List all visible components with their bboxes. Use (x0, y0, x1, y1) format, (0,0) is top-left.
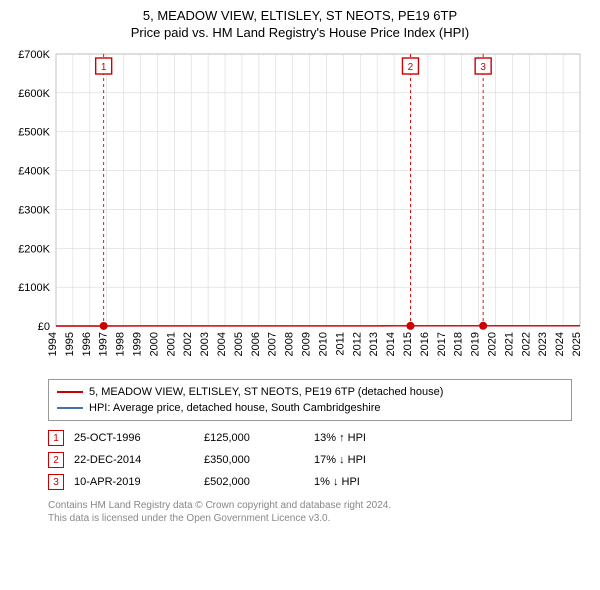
marker-badge: 3 (48, 474, 64, 490)
svg-text:2016: 2016 (419, 332, 431, 356)
svg-text:2006: 2006 (250, 332, 262, 356)
svg-text:£0: £0 (38, 321, 50, 333)
marker-badge: 1 (48, 430, 64, 446)
svg-text:3: 3 (480, 62, 486, 73)
legend-swatch (57, 407, 83, 409)
title-line-2: Price paid vs. HM Land Registry's House … (8, 25, 592, 40)
svg-text:2009: 2009 (301, 332, 313, 356)
svg-text:£700K: £700K (18, 49, 50, 61)
footer-line-1: Contains HM Land Registry data © Crown c… (48, 499, 572, 512)
svg-text:2021: 2021 (503, 332, 515, 356)
svg-text:2015: 2015 (402, 332, 414, 356)
svg-text:2013: 2013 (368, 332, 380, 356)
marker-row: 1 25-OCT-1996£125,00013% ↑ HPI (48, 427, 376, 449)
svg-text:1: 1 (101, 62, 107, 73)
svg-text:2007: 2007 (267, 332, 279, 356)
legend-swatch (57, 391, 83, 393)
svg-text:1999: 1999 (132, 332, 144, 356)
svg-text:2002: 2002 (182, 332, 194, 356)
legend-label: HPI: Average price, detached house, Sout… (89, 402, 380, 414)
svg-text:2022: 2022 (520, 332, 532, 356)
svg-text:2010: 2010 (317, 332, 329, 356)
svg-text:1994: 1994 (47, 332, 59, 356)
line-chart: £0 £100K £200K £300K £400K £500K £600K £700K 199… (8, 46, 592, 371)
svg-text:£300K: £300K (18, 204, 50, 216)
svg-text:£500K: £500K (18, 127, 50, 139)
marker-date: 25-OCT-1996 (74, 427, 204, 449)
legend-label: 5, MEADOW VIEW, ELTISLEY, ST NEOTS, PE19… (89, 386, 443, 398)
title-line-1: 5, MEADOW VIEW, ELTISLEY, ST NEOTS, PE19… (8, 8, 592, 23)
svg-text:2018: 2018 (453, 332, 465, 356)
event-markers-table: 1 25-OCT-1996£125,00013% ↑ HPI 2 22-DEC-201… (48, 427, 376, 493)
marker-price: £125,000 (204, 427, 314, 449)
marker-date: 10-APR-2019 (74, 471, 204, 493)
footer-line-2: This data is licensed under the Open Gov… (48, 512, 572, 525)
svg-text:1997: 1997 (98, 332, 110, 356)
svg-text:2000: 2000 (148, 332, 160, 356)
svg-text:2019: 2019 (470, 332, 482, 356)
marker-date: 22-DEC-2014 (74, 449, 204, 471)
footer-attribution: Contains HM Land Registry data © Crown c… (48, 499, 572, 525)
svg-text:2014: 2014 (385, 332, 397, 356)
marker-delta: 17% ↓ HPI (314, 449, 376, 471)
svg-text:2012: 2012 (351, 332, 363, 356)
svg-text:2005: 2005 (233, 332, 245, 356)
marker-row: 2 22-DEC-2014£350,00017% ↓ HPI (48, 449, 376, 471)
marker-delta: 13% ↑ HPI (314, 427, 376, 449)
marker-badge: 2 (48, 452, 64, 468)
svg-text:2017: 2017 (436, 332, 448, 356)
svg-text:£100K: £100K (18, 282, 50, 294)
svg-text:£400K: £400K (18, 166, 50, 178)
svg-text:£200K: £200K (18, 243, 50, 255)
svg-text:2004: 2004 (216, 332, 228, 356)
legend: 5, MEADOW VIEW, ELTISLEY, ST NEOTS, PE19… (48, 379, 572, 421)
svg-text:£600K: £600K (18, 88, 50, 100)
svg-text:2023: 2023 (537, 332, 549, 356)
svg-text:2011: 2011 (334, 332, 346, 356)
svg-text:2001: 2001 (165, 332, 177, 356)
legend-item: HPI: Average price, detached house, Sout… (57, 400, 563, 416)
svg-text:2: 2 (408, 62, 414, 73)
svg-text:2025: 2025 (571, 332, 583, 356)
chart-svg: £0 £100K £200K £300K £400K £500K £600K £700K 199… (8, 46, 592, 366)
marker-delta: 1% ↓ HPI (314, 471, 376, 493)
svg-text:1998: 1998 (115, 332, 127, 356)
svg-text:1996: 1996 (81, 332, 93, 356)
chart-title-block: 5, MEADOW VIEW, ELTISLEY, ST NEOTS, PE19… (8, 8, 592, 40)
svg-text:1995: 1995 (64, 332, 76, 356)
legend-item: 5, MEADOW VIEW, ELTISLEY, ST NEOTS, PE19… (57, 384, 563, 400)
svg-text:2008: 2008 (284, 332, 296, 356)
marker-price: £502,000 (204, 471, 314, 493)
marker-row: 3 10-APR-2019£502,0001% ↓ HPI (48, 471, 376, 493)
svg-text:2020: 2020 (486, 332, 498, 356)
svg-text:2003: 2003 (199, 332, 211, 356)
svg-text:2024: 2024 (554, 332, 566, 356)
marker-price: £350,000 (204, 449, 314, 471)
